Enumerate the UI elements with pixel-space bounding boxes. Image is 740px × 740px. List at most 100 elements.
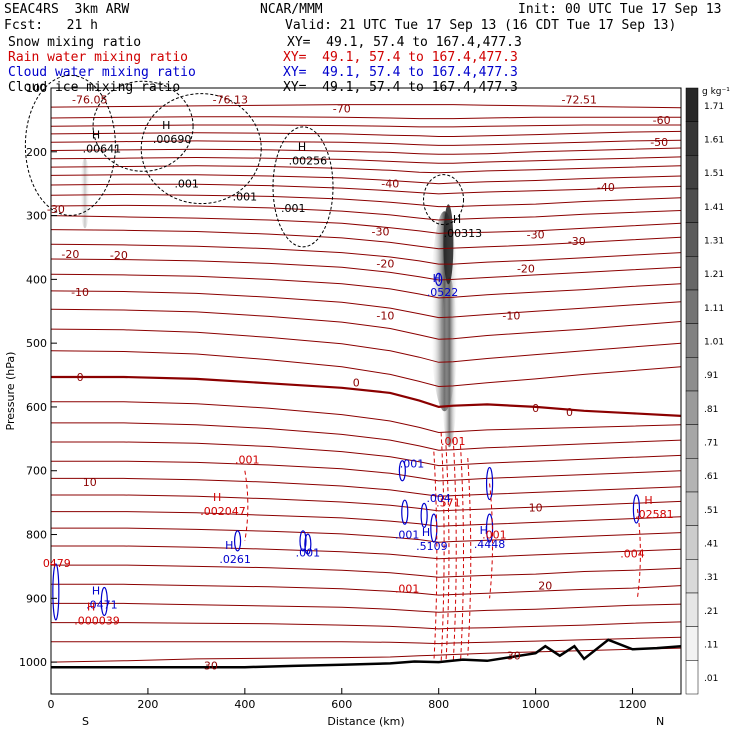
temperature-contour-line (50, 290, 682, 319)
field-xy-snow: XY= 49.1, 57.4 to 167.4,477.3 (287, 35, 522, 50)
temperature-contour-label: -40 (597, 181, 615, 194)
temperature-contour-line (50, 215, 682, 234)
field-name-rain: Rain water mixing ratio (8, 50, 189, 65)
cloud-water-contour (485, 466, 494, 501)
forecast-hour: Fcst: 21 h (4, 18, 98, 33)
temperature-contour-label: -20 (61, 248, 79, 261)
y-tick-label: 900 (26, 592, 47, 605)
temperature-contour-line (51, 564, 682, 578)
temperature-contour-label: -30 (47, 203, 65, 216)
cloud-water-contour (420, 502, 428, 528)
temperature-contour-line (50, 116, 681, 120)
temperature-contour-label: -20 (517, 263, 535, 276)
temperature-contour-line (50, 124, 681, 128)
temperature-contour-label: -30 (372, 226, 390, 239)
temperature-contour-label: 30 (507, 650, 521, 663)
y-tick-label: 700 (26, 465, 47, 478)
field-name-cloud-water: Cloud water mixing ratio (8, 65, 196, 80)
cloud-water-contour (299, 530, 307, 552)
x-tick-label: 0 (48, 698, 55, 711)
x-tick-label: 400 (234, 698, 255, 711)
maximum-value-label: .00256 (289, 155, 328, 168)
colorbar-level-label: .81 (704, 405, 718, 415)
temperature-contour-line (50, 147, 682, 155)
maximum-value-label: .02581 (635, 508, 674, 521)
maximum-marker: H (644, 494, 652, 507)
temperature-contour-line (50, 204, 682, 221)
y-axis-label: Pressure (hPa) (4, 352, 17, 431)
temperature-contour-label: 0 (353, 377, 360, 390)
maximum-marker: H (92, 129, 100, 142)
colorbar-level-label: 1.41 (704, 203, 724, 213)
temperature-contour-line (50, 308, 682, 340)
cloud-water-contour (430, 513, 438, 543)
x-axis: 0 200 400 600 800 1000 1200 (48, 688, 647, 711)
temperature-contour-label: 0 (532, 402, 539, 415)
colorbar-swatch (685, 424, 699, 459)
contour-value-label: .001 (281, 202, 306, 215)
cloud-water-contour (401, 499, 409, 525)
contour-value-label: .001 (296, 546, 321, 559)
temperature-contour-line (50, 350, 682, 388)
y-axis: 100 200 300 400 500 600 700 800 900 1000 (19, 82, 57, 669)
x-tick-label: 1200 (619, 698, 647, 711)
temperature-contour-label: -70 (333, 102, 351, 115)
cloud-ice-contour (423, 174, 465, 226)
y-tick-label: 1000 (19, 656, 47, 669)
temperature-contour-line (51, 621, 682, 630)
colorbar-level-label: .61 (704, 472, 718, 482)
y-tick-label: 400 (26, 273, 47, 286)
maximum-marker: H (298, 141, 306, 154)
colorbar-level-label: .71 (704, 439, 718, 449)
maximum-marker: H (433, 272, 441, 285)
colorbar-level-label: 1.21 (704, 270, 724, 280)
temperature-contour-label: 30 (204, 659, 218, 672)
field-xy-rain: XY= 49.1, 57.4 to 167.4,477.3 (283, 50, 518, 65)
colorbar-level-label: 1.31 (704, 237, 724, 247)
colorbar-level-label: 1.61 (704, 136, 724, 146)
colorbar-level-label: .91 (704, 371, 718, 381)
temperature-contour-line (50, 243, 682, 265)
x-axis-left-end-label: S (82, 715, 89, 728)
rain-water-contour (433, 451, 438, 663)
cloud-water-contour (233, 530, 242, 552)
temperature-contour-line (51, 477, 682, 497)
temperature-contour-label: -20 (110, 249, 128, 262)
colorbar-swatch (685, 121, 699, 156)
cloud-water-contour (304, 533, 312, 555)
maximum-value-label: .00641 (83, 143, 122, 156)
valid-time: Valid: 21 UTC Tue 17 Sep 13 (16 CDT Tue … (285, 18, 677, 33)
colorbar-swatch (685, 559, 699, 594)
colorbar-level-label: .51 (704, 506, 718, 516)
cloud-water-contour (100, 586, 108, 617)
maximum-marker: H (453, 213, 461, 226)
colorbar-level-label: 1.01 (704, 338, 724, 348)
temperature-contour-line (50, 183, 682, 195)
temperature-contour-label: 10 (529, 502, 543, 515)
colorbar-level-label: 1.51 (704, 169, 724, 179)
y-tick-label: 100 (26, 82, 47, 95)
temperature-contour-line (51, 375, 682, 417)
maximum-value-label: .4448 (474, 538, 506, 551)
x-axis-right-end-label: N (656, 715, 664, 728)
temperature-contour-line (50, 647, 682, 663)
colorbar: 1.71 1.61 1.51 1.41 1.31 1.21 1.11 1.01 .91 .81 .7… (685, 87, 724, 695)
maximum-marker: H (162, 119, 170, 132)
hydrometeor-contours (24, 74, 641, 663)
y-tick-label: 500 (26, 337, 47, 350)
contour-value-label: .001 (233, 190, 258, 203)
rain-water-contour (636, 508, 641, 599)
x-tick-label: 600 (331, 698, 352, 711)
colorbar-swatch (685, 491, 699, 526)
contour-value-label: .001 (441, 435, 466, 448)
maximum-marker: H (480, 524, 488, 537)
cloud-water-contour (435, 272, 443, 286)
x-tick-label: 800 (428, 698, 449, 711)
colorbar-swatch (685, 525, 699, 560)
colorbar-level-label: 1.11 (704, 304, 724, 314)
cloud-water-contour (52, 563, 60, 621)
temperature-contour-label: -40 (381, 178, 399, 191)
temperature-contour-line (50, 174, 682, 185)
colorbar-level-label: .01 (704, 674, 718, 684)
x-tick-label: 1000 (522, 698, 550, 711)
